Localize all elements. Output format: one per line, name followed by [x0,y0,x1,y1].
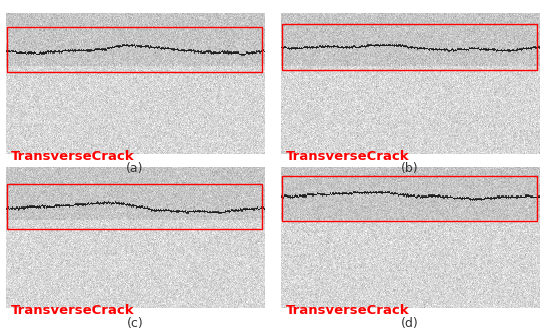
Text: (a): (a) [126,162,144,175]
Bar [7,27,262,72]
Text: (d): (d) [401,317,419,328]
Bar [282,176,537,221]
Text: TransverseCrack: TransverseCrack [10,304,134,317]
Text: TransverseCrack: TransverseCrack [285,150,409,163]
Text: TransverseCrack: TransverseCrack [285,304,409,317]
Text: (c): (c) [126,317,143,328]
Bar [282,24,537,70]
Text: (b): (b) [401,162,419,175]
Bar [7,184,262,229]
Text: TransverseCrack: TransverseCrack [10,150,134,163]
